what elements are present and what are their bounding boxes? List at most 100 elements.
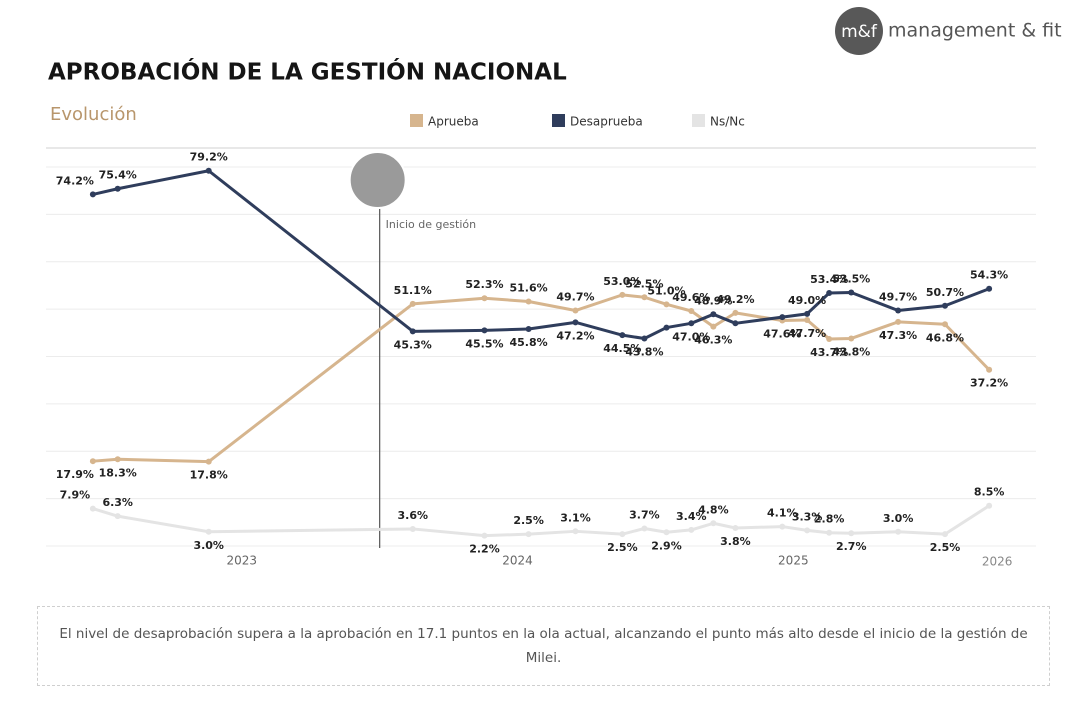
data-point bbox=[641, 525, 648, 532]
data-label: 2.8% bbox=[814, 513, 845, 526]
legend-swatch bbox=[410, 114, 423, 127]
data-point bbox=[205, 528, 212, 535]
data-label: 47.7% bbox=[788, 327, 826, 340]
data-label: 50.7% bbox=[926, 286, 964, 299]
data-point bbox=[986, 285, 993, 292]
annotation-photo bbox=[348, 151, 407, 209]
data-point bbox=[804, 316, 811, 323]
data-point bbox=[525, 298, 532, 305]
data-point bbox=[688, 320, 695, 327]
data-point bbox=[619, 332, 626, 339]
data-point bbox=[205, 458, 212, 465]
data-label: 52.5% bbox=[625, 277, 663, 290]
data-label: 2.5% bbox=[607, 541, 638, 554]
data-point bbox=[848, 530, 855, 537]
data-label: 3.0% bbox=[883, 512, 914, 525]
legend-label: Desaprueba bbox=[570, 115, 643, 129]
x-tick-label: 2026 bbox=[982, 555, 1013, 569]
data-label: 2.7% bbox=[836, 540, 867, 553]
data-label: 51.0% bbox=[647, 284, 685, 297]
data-label: 49.7% bbox=[556, 291, 594, 304]
data-label: 79.2% bbox=[190, 151, 228, 164]
data-label: 47.6% bbox=[763, 327, 801, 340]
data-point bbox=[481, 327, 488, 334]
data-point bbox=[619, 291, 626, 298]
data-point bbox=[895, 528, 902, 535]
data-label: 2.5% bbox=[930, 541, 961, 554]
data-point bbox=[663, 324, 670, 331]
chart-title: APROBACIÓN DE LA GESTIÓN NACIONAL bbox=[48, 58, 567, 86]
data-point bbox=[804, 310, 811, 317]
data-label: 7.9% bbox=[60, 489, 91, 502]
data-label: 37.2% bbox=[970, 377, 1008, 390]
legend-label: Aprueba bbox=[428, 115, 479, 129]
data-point bbox=[663, 301, 670, 308]
series-line bbox=[92, 504, 990, 538]
data-label: 48.9% bbox=[694, 294, 732, 307]
data-point bbox=[895, 307, 902, 314]
data-label: 51.1% bbox=[394, 284, 432, 297]
data-label: 49.2% bbox=[716, 293, 754, 306]
data-label: 2.5% bbox=[513, 514, 544, 527]
data-point bbox=[779, 523, 786, 530]
data-label: 47.0% bbox=[672, 330, 710, 343]
data-label: 49.6% bbox=[672, 291, 710, 304]
data-label: 47.3% bbox=[879, 329, 917, 342]
data-point bbox=[409, 525, 416, 532]
data-label: 51.6% bbox=[510, 282, 548, 295]
data-point bbox=[826, 335, 833, 342]
data-label: 17.8% bbox=[190, 469, 228, 482]
data-point bbox=[941, 531, 948, 538]
data-label: 44.5% bbox=[603, 342, 641, 355]
data-point bbox=[732, 524, 739, 531]
data-label: 17.9% bbox=[56, 468, 94, 481]
data-label: 3.1% bbox=[560, 511, 591, 524]
data-label: 3.8% bbox=[720, 535, 751, 548]
data-label: 43.8% bbox=[625, 345, 663, 358]
data-point bbox=[848, 335, 855, 342]
legend-swatch bbox=[552, 114, 565, 127]
data-label: 2.2% bbox=[469, 543, 500, 556]
data-point bbox=[710, 520, 717, 527]
data-point bbox=[619, 531, 626, 538]
data-point bbox=[114, 513, 121, 520]
x-tick-label: 2023 bbox=[227, 554, 258, 568]
data-label: 52.3% bbox=[465, 278, 503, 291]
data-label: 49.0% bbox=[788, 294, 826, 307]
logo-name: management & fit bbox=[888, 20, 1062, 42]
data-label: 4.1% bbox=[767, 507, 798, 520]
data-label: 8.5% bbox=[974, 486, 1005, 499]
data-label: 46.8% bbox=[926, 331, 964, 344]
data-point bbox=[409, 300, 416, 307]
data-point bbox=[525, 531, 532, 538]
data-point bbox=[826, 529, 833, 536]
data-point bbox=[688, 307, 695, 314]
data-point bbox=[409, 328, 416, 335]
legend-swatch bbox=[692, 114, 705, 127]
data-point bbox=[663, 529, 670, 536]
series-line bbox=[92, 169, 990, 340]
logo-mark: m&f bbox=[841, 22, 878, 42]
data-point bbox=[525, 325, 532, 332]
data-point bbox=[941, 302, 948, 309]
data-label: 49.7% bbox=[879, 291, 917, 304]
data-label: 53.0% bbox=[603, 275, 641, 288]
data-point bbox=[732, 320, 739, 327]
data-label: 3.3% bbox=[792, 510, 823, 523]
data-point bbox=[572, 319, 579, 326]
data-label: 74.2% bbox=[56, 174, 94, 187]
data-label: 18.3% bbox=[99, 466, 137, 479]
data-label: 3.6% bbox=[398, 509, 429, 522]
data-label: 2.9% bbox=[651, 539, 682, 552]
data-point bbox=[114, 185, 121, 192]
data-label: 47.2% bbox=[556, 329, 594, 342]
data-point bbox=[986, 366, 993, 373]
data-point bbox=[205, 167, 212, 174]
chart: m&f management & fit APROBACIÓN DE LA GE… bbox=[46, 7, 1062, 569]
data-label: 45.3% bbox=[394, 338, 432, 351]
data-point bbox=[732, 309, 739, 316]
data-point bbox=[895, 318, 902, 325]
data-label: 45.8% bbox=[510, 336, 548, 349]
data-point bbox=[89, 191, 96, 198]
